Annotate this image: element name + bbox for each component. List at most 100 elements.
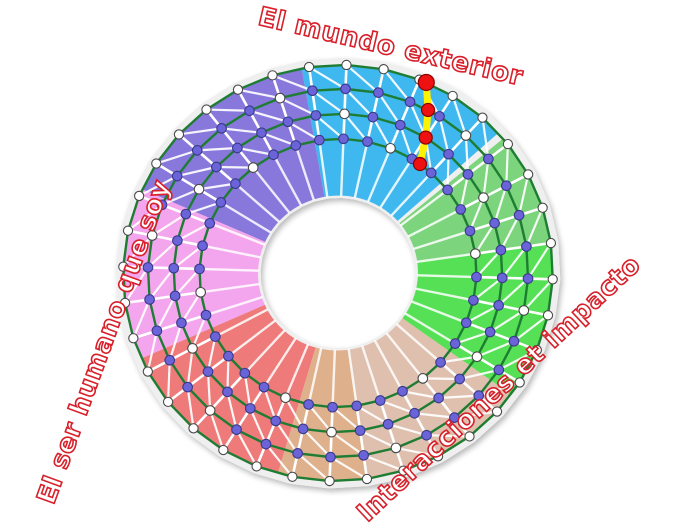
node-white: [142, 366, 153, 377]
node-white: [195, 286, 207, 298]
node-purple: [382, 418, 394, 430]
node-purple: [443, 148, 454, 160]
node-white: [464, 431, 475, 442]
node-purple: [394, 119, 406, 131]
node-white: [460, 130, 472, 141]
node-white: [251, 461, 262, 472]
node-purple: [313, 134, 325, 146]
diagram-canvas: El mundo exterior El ser humano que soy …: [31, 1, 648, 528]
node-purple: [483, 153, 494, 165]
node-white: [162, 396, 174, 408]
node-white: [146, 230, 158, 241]
node-white: [188, 423, 199, 434]
node-purple: [222, 386, 233, 398]
node-purple: [489, 217, 500, 229]
node-purple: [374, 395, 386, 406]
node-purple: [223, 350, 234, 362]
node-white: [361, 473, 373, 485]
node-white: [518, 305, 530, 316]
node-purple: [425, 167, 437, 179]
node-white: [187, 343, 198, 354]
node-white: [173, 129, 185, 140]
node-purple: [169, 290, 181, 302]
node-purple: [449, 412, 460, 423]
node-white: [537, 202, 548, 213]
node-purple: [244, 403, 256, 414]
node-purple: [268, 149, 279, 161]
node-purple: [500, 180, 512, 192]
node-purple: [258, 381, 270, 393]
node-white: [390, 442, 402, 454]
node-purple: [454, 373, 466, 385]
node-purple: [282, 116, 294, 128]
node-purple: [200, 309, 212, 321]
highlight-nodes[interactable]: [412, 73, 436, 172]
node-white: [491, 406, 503, 417]
node-red-highlight: [417, 73, 435, 92]
node-purple: [404, 96, 416, 108]
node-white: [341, 59, 352, 71]
node-purple: [209, 331, 221, 342]
node-white: [514, 377, 525, 388]
node-purple: [473, 390, 485, 401]
node-purple: [464, 225, 476, 237]
node-purple: [142, 262, 154, 273]
graph-nodes[interactable]: [118, 59, 558, 487]
node-white: [545, 237, 557, 249]
sector-green-bright: [402, 243, 553, 395]
annular-graph-svg: [115, 57, 561, 489]
node-red-highlight: [420, 102, 436, 118]
node-white: [447, 90, 458, 102]
node-white: [542, 310, 554, 321]
node-purple: [421, 429, 432, 441]
node-white: [326, 426, 337, 438]
node-purple: [327, 401, 338, 413]
node-purple: [182, 381, 193, 393]
node-purple: [303, 399, 314, 410]
node-purple: [292, 448, 303, 459]
node-purple: [435, 357, 446, 368]
node-white: [378, 64, 389, 75]
node-purple: [522, 273, 534, 284]
node-purple: [210, 161, 222, 173]
node-white: [339, 108, 350, 120]
node-purple: [176, 317, 187, 329]
node-white: [280, 392, 291, 404]
node-white: [531, 344, 543, 356]
node-white: [478, 192, 489, 203]
node-white: [385, 142, 396, 154]
node-purple: [144, 294, 155, 305]
node-purple: [449, 338, 461, 349]
node-purple: [358, 449, 369, 461]
node-purple: [484, 326, 496, 338]
node-white: [471, 351, 483, 363]
node-purple: [204, 217, 216, 229]
node-purple: [462, 169, 474, 180]
node-purple: [239, 367, 251, 379]
node-purple: [230, 178, 241, 189]
node-purple: [216, 123, 227, 134]
node-purple: [310, 110, 322, 121]
node-purple: [367, 111, 379, 123]
node-purple: [232, 142, 243, 154]
node-white: [133, 190, 145, 202]
node-white: [303, 61, 315, 73]
highlight-path[interactable]: [416, 78, 432, 168]
node-purple: [231, 424, 242, 436]
node-purple: [362, 136, 373, 147]
node-purple: [351, 400, 363, 412]
node-white: [128, 333, 139, 344]
node-white: [417, 373, 429, 384]
node-white: [547, 274, 558, 285]
node-red-highlight: [412, 156, 428, 172]
node-purple: [521, 241, 532, 252]
node-white: [324, 475, 335, 487]
node-white: [502, 138, 514, 150]
node-purple: [156, 199, 168, 211]
node-purple: [513, 209, 525, 221]
node-purple: [168, 262, 180, 274]
node-purple: [460, 317, 472, 329]
node-purple: [434, 110, 445, 122]
node-white: [432, 451, 444, 462]
node-white: [274, 92, 286, 104]
